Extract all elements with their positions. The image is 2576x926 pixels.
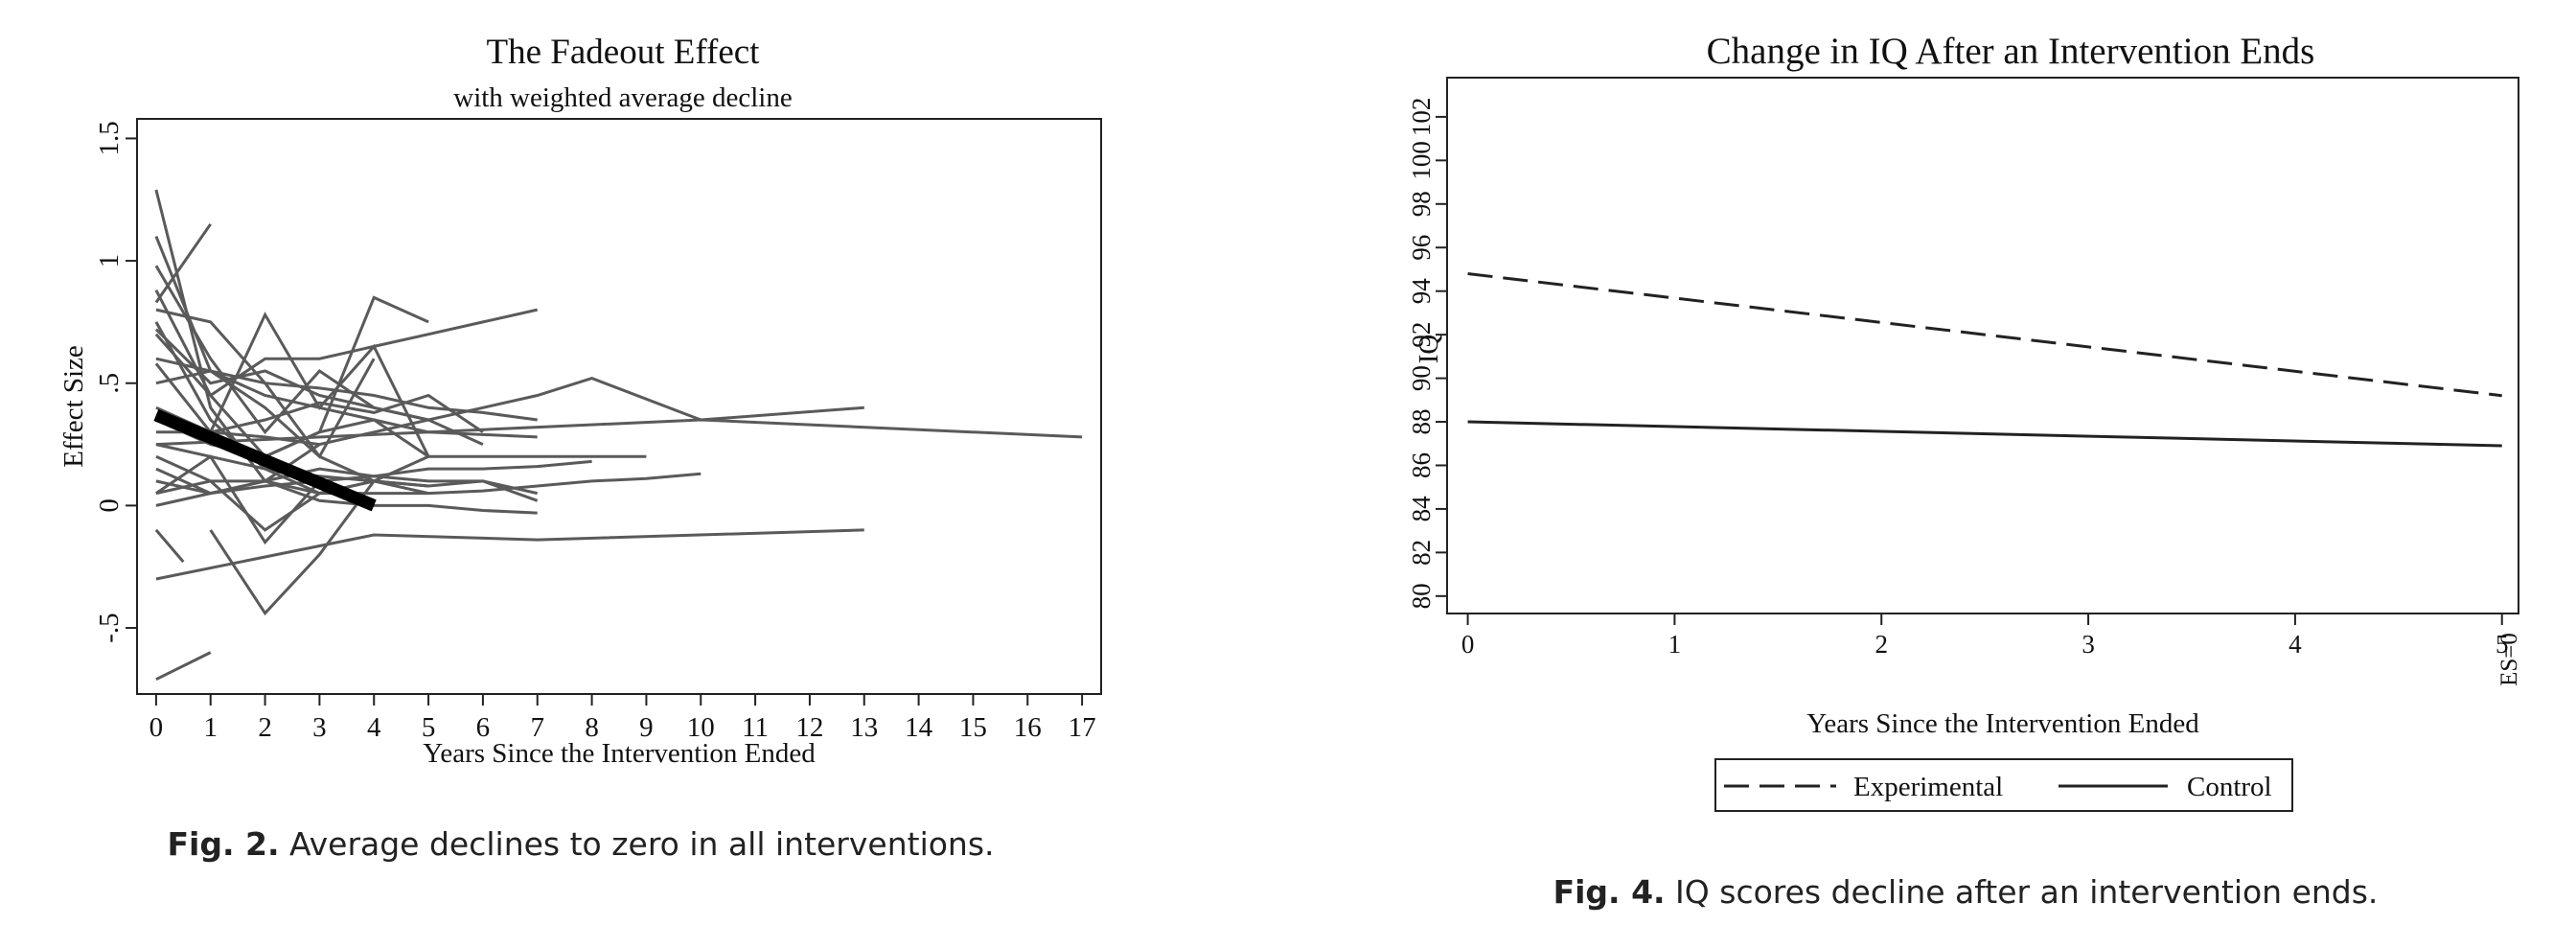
- study-line-21: [155, 472, 702, 496]
- chart1-x-tick-label: 6: [476, 712, 491, 743]
- chart1-y-tick-label: -.5: [94, 613, 125, 642]
- chart1-x-tick-label: 16: [1014, 712, 1042, 743]
- weighted-average-line: [153, 408, 377, 512]
- chart2-x-tick-label: 2: [1874, 630, 1888, 659]
- chart1-x-tick-label: 15: [959, 712, 987, 743]
- chart2-x-tick-label: 5: [2496, 630, 2509, 659]
- legend-control-label: Control: [2187, 772, 2272, 802]
- chart1-x-tick-label: 12: [795, 712, 823, 743]
- chart1-plot-area: [136, 118, 1102, 695]
- iq-chart: Change in IQ After an Intervention Ends …: [1407, 31, 2522, 812]
- chart1-x-tick-label: 17: [1069, 712, 1096, 743]
- chart2-es-zero-label: ES=0: [2496, 633, 2522, 686]
- fig2-caption: Fig. 2. Average declines to zero in all …: [167, 825, 994, 863]
- fadeout-chart: The Fadeout Effect with weighted average…: [58, 33, 1102, 769]
- chart2-y-tick-label: 98: [1407, 191, 1436, 217]
- chart1-average-layer: [153, 408, 377, 512]
- legend-box: [1714, 758, 2293, 812]
- study-line-1: [154, 222, 212, 304]
- chart2-series-layer: [1467, 272, 2502, 448]
- chart1-x-tick-label: 9: [639, 712, 654, 743]
- study-line-16: [155, 418, 1083, 447]
- chart1-x-axis-label: Years Since the Intervention Ended: [423, 738, 816, 769]
- study-line-23: [154, 528, 185, 564]
- chart1-x-tick-label: 14: [905, 712, 933, 743]
- fig4-caption: Fig. 4. IQ scores decline after an inter…: [1553, 873, 2379, 911]
- chart2-x-axis-label: Years Since the Intervention Ended: [1806, 708, 2199, 739]
- chart1-x-tick-label: 8: [585, 712, 599, 743]
- chart1-x-axis: 0 1 2 3 4 5 6 7 8 9 10 11 12 13 14 15 16 17: [150, 694, 1096, 743]
- chart1-x-tick-label: 1: [203, 712, 218, 743]
- study-line-27: [155, 454, 321, 545]
- chart1-series-layer: [154, 189, 1083, 682]
- chart1-y-tick-label: 1: [94, 254, 125, 268]
- chart1-title: The Fadeout Effect: [487, 33, 761, 72]
- chart2-x-tick-label: 3: [2082, 630, 2095, 659]
- study-line-24: [155, 528, 864, 581]
- chart1-y-tick-label: 0: [94, 498, 125, 513]
- chart1-y-axis-label: Effect Size: [58, 345, 89, 467]
- series-experimental-line: [1467, 272, 2502, 398]
- chart2-x-tick-label: 4: [2288, 630, 2302, 659]
- study-line-22: [155, 479, 538, 515]
- chart2-y-tick-label: 82: [1407, 540, 1436, 566]
- fig2-caption-label: Fig. 2.: [167, 825, 280, 863]
- chart2-y-tick-label: 92: [1407, 322, 1436, 348]
- chart1-x-tick-label: 0: [150, 712, 164, 743]
- chart1-x-tick-label: 5: [422, 712, 436, 743]
- chart2-x-tick-label: 0: [1461, 630, 1475, 659]
- fig4-caption-text: IQ scores decline after an intervention …: [1665, 873, 2379, 911]
- chart2-y-tick-label: 100: [1407, 141, 1436, 180]
- study-line-15: [155, 377, 864, 447]
- chart2-plot-area: [1446, 77, 2519, 614]
- chart2-title: Change in IQ After an Intervention Ends: [1707, 31, 2315, 72]
- chart2-y-tick-label: 80: [1407, 583, 1436, 609]
- chart2-y-tick-label: 86: [1407, 452, 1436, 478]
- chart2-y-tick-label: 102: [1407, 98, 1436, 137]
- chart1-x-tick-label: 7: [530, 712, 544, 743]
- chart1-x-tick-label: 10: [687, 712, 715, 743]
- chart2-y-tick-label: 94: [1407, 278, 1436, 305]
- chart2-y-axis: 80 82 84 86 88 90 92 94 96 98 100 102: [1407, 98, 1447, 609]
- study-line-9: [154, 308, 539, 398]
- chart2-x-tick-label: 1: [1668, 630, 1682, 659]
- series-control-line: [1467, 420, 2502, 448]
- chart1-x-tick-label: 13: [850, 712, 878, 743]
- study-line-12: [155, 369, 538, 422]
- chart1-y-tick-label: 1.5: [94, 121, 125, 155]
- chart1-x-tick-label: 2: [258, 712, 272, 743]
- study-line-26: [155, 651, 212, 682]
- chart1-x-tick-label: 4: [367, 712, 381, 743]
- chart2-legend: Experimental Control: [1714, 758, 2293, 812]
- chart1-y-axis: -.5 0 .5 1 1.5: [94, 121, 137, 643]
- chart1-x-tick-label: 3: [312, 712, 327, 743]
- chart1-y-tick-label: .5: [94, 373, 125, 394]
- chart2-y-tick-label: 90: [1407, 365, 1436, 391]
- chart2-x-axis: 0 1 2 3 4 5: [1461, 613, 2509, 659]
- study-line-11: [154, 312, 430, 457]
- fig2-caption-text: Average declines to zero in all interven…: [279, 825, 995, 863]
- chart2-y-tick-label: 96: [1407, 235, 1436, 261]
- chart2-y-tick-label: 84: [1407, 496, 1436, 522]
- study-line-25: [209, 480, 376, 616]
- chart2-y-axis-label: IQ: [1414, 335, 1444, 364]
- legend-experimental-label: Experimental: [1853, 772, 2003, 802]
- study-line-20: [155, 459, 592, 496]
- chart1-subtitle: with weighted average decline: [453, 82, 792, 113]
- chart1-x-tick-label: 11: [742, 712, 769, 743]
- fig4-caption-label: Fig. 4.: [1552, 873, 1666, 911]
- chart2-y-tick-label: 88: [1407, 409, 1436, 435]
